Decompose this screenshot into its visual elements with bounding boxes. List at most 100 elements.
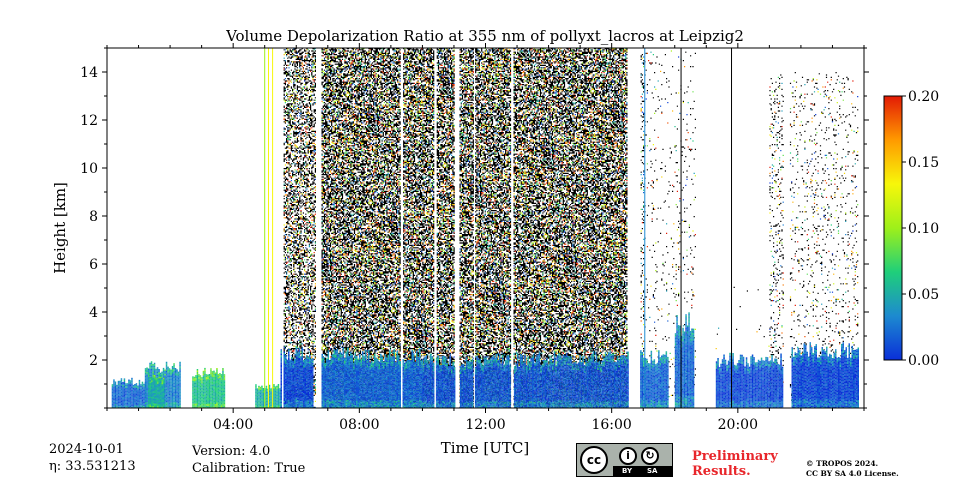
noise-speckle — [294, 50, 296, 52]
profile-cell — [808, 358, 810, 360]
profile-cell — [321, 360, 421, 408]
profile-cell — [198, 377, 200, 379]
profile-cell — [152, 371, 154, 374]
profile-cell — [261, 399, 272, 402]
profile-cell — [335, 354, 337, 357]
noise-speckle — [809, 258, 852, 332]
noise-speckle — [804, 162, 847, 236]
profile-cell — [423, 360, 528, 408]
noise-speckle — [773, 271, 775, 273]
profile-cell — [144, 369, 171, 403]
profile-cell — [827, 361, 829, 363]
profile-cell — [450, 371, 453, 374]
profile-cell — [775, 363, 778, 365]
profile-cell — [351, 354, 412, 408]
profile-cell — [443, 360, 445, 362]
noise-speckle — [657, 136, 659, 138]
noise-speckle — [678, 248, 680, 250]
profile-cell — [338, 358, 340, 360]
profile-cell — [149, 377, 177, 381]
noise-speckle — [641, 93, 643, 95]
noise-speckle — [667, 314, 669, 316]
noise-speckle — [293, 243, 295, 245]
profile-cell — [659, 363, 662, 365]
profile-cell — [149, 405, 151, 408]
noise-speckle — [779, 194, 781, 196]
noise-speckle — [774, 261, 776, 263]
profile-cell — [152, 398, 154, 401]
profile-cell — [735, 367, 737, 369]
info-left: 2024-10-01 η: 33.531213 — [49, 441, 136, 475]
profile-cell — [724, 362, 727, 365]
noise-speckle — [314, 278, 316, 280]
noise-speckle — [771, 127, 773, 129]
profile-cell — [129, 380, 132, 382]
profile-cell — [208, 389, 211, 391]
profile-cell — [641, 388, 660, 399]
profile-cell — [192, 379, 194, 381]
noise-speckle — [298, 223, 300, 225]
profile-cell — [262, 404, 265, 406]
profile-cell — [661, 394, 663, 396]
noise-speckle — [302, 283, 304, 285]
noise-speckle — [287, 201, 289, 203]
noise-speckle — [794, 138, 837, 212]
profile-cell — [117, 394, 120, 396]
profile-cell — [199, 376, 202, 379]
noise-speckle — [304, 144, 306, 146]
noise-speckle — [299, 60, 301, 62]
noise-speckle — [312, 195, 314, 197]
noise-speckle — [301, 246, 303, 248]
noise-speckle — [718, 327, 720, 329]
profile-cell — [158, 378, 178, 389]
profile-cell — [268, 390, 275, 403]
profile-cell — [163, 379, 165, 381]
profile-cell — [152, 379, 163, 395]
profile-cell — [165, 366, 168, 368]
profile-block — [715, 352, 784, 408]
profile-cell — [201, 380, 203, 382]
profile-cell — [123, 378, 126, 380]
profile-cell — [268, 395, 271, 397]
y-tick-label: 2 — [89, 353, 98, 369]
noise-speckle — [819, 93, 822, 95]
noise-speckle — [313, 252, 315, 254]
profile-cell — [152, 400, 154, 408]
profile-cell — [195, 378, 197, 380]
noise-speckle — [311, 160, 313, 162]
profile-cell — [151, 398, 153, 400]
profile-cell — [532, 355, 626, 408]
noise-speckle — [288, 274, 290, 276]
noise-speckle — [310, 64, 312, 66]
profile-cell — [667, 400, 669, 402]
profile-cell — [297, 400, 299, 402]
profile-cell — [223, 377, 226, 379]
profile-cell — [674, 403, 677, 406]
profile-cell — [797, 349, 859, 408]
profile-cell — [691, 331, 693, 333]
noise-speckle — [305, 73, 307, 75]
profile-cell — [794, 356, 796, 359]
noise-speckle — [715, 348, 717, 350]
profile-cell — [301, 354, 303, 357]
profile-cell — [202, 381, 205, 383]
profile-cell — [327, 357, 329, 360]
noise-speckle — [314, 367, 316, 369]
profile-cell — [794, 400, 796, 402]
noise-speckle — [672, 283, 674, 285]
profile-cell — [298, 354, 300, 357]
profile-cell — [213, 403, 215, 406]
profile-cell — [664, 384, 666, 387]
noise-speckle — [287, 49, 289, 51]
noise-speckle — [313, 151, 315, 153]
noise-speckle — [298, 300, 300, 302]
noise-speckle — [640, 262, 642, 264]
profile-cell — [152, 401, 154, 404]
noise-speckle — [666, 290, 668, 292]
profile-cell — [598, 365, 601, 367]
noise-speckle — [797, 116, 840, 190]
noise-speckle — [640, 109, 642, 111]
noise-speckle — [640, 230, 642, 232]
profile-cell — [494, 401, 507, 404]
profile-cell — [597, 401, 599, 403]
